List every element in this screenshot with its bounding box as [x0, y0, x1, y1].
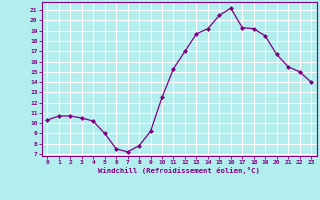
X-axis label: Windchill (Refroidissement éolien,°C): Windchill (Refroidissement éolien,°C) [98, 167, 260, 174]
